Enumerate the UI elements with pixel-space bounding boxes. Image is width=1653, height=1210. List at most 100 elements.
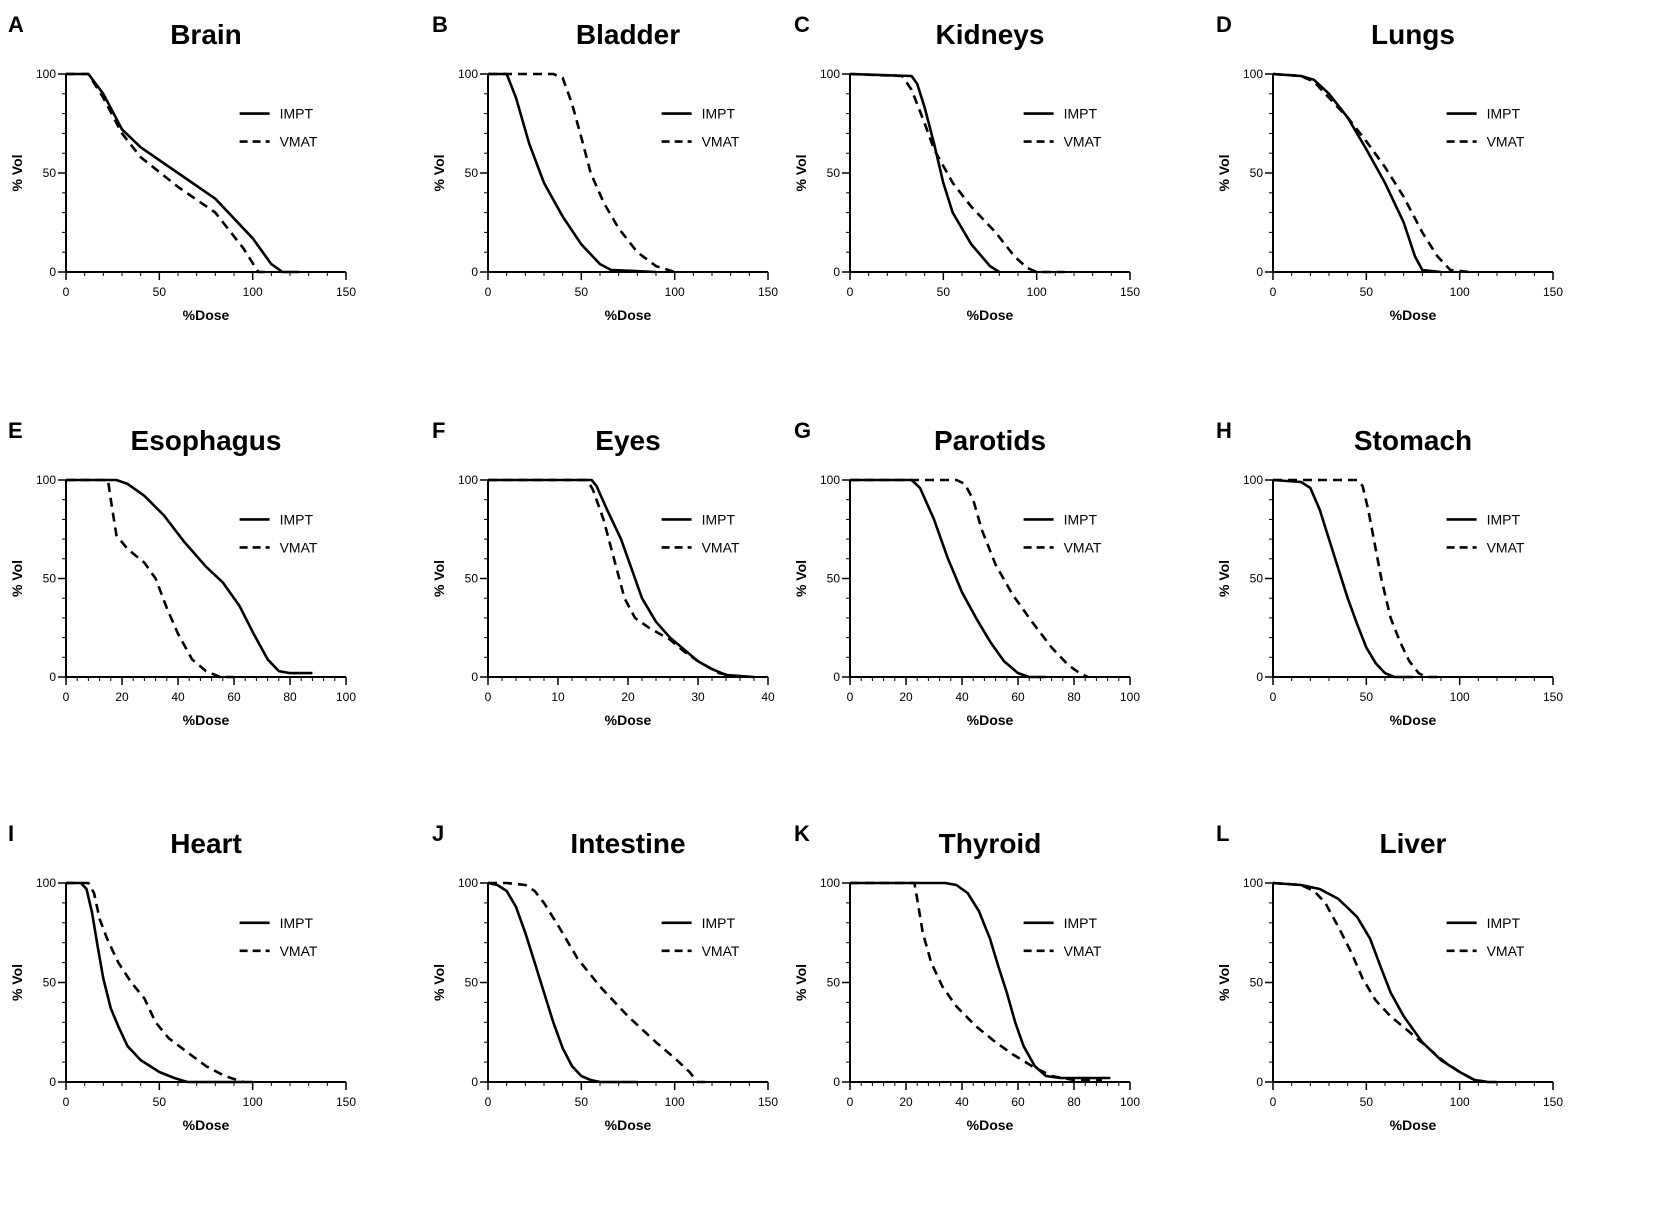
series-line-impt xyxy=(1272,881,1497,1084)
chart-panel-b: B Bladder 0 50 100 150 0 50 100 %Dose % Vol IMPT VMA… xyxy=(431,12,778,323)
x-tick-label: 60 xyxy=(1011,1095,1025,1109)
legend-label-impt: IMPT xyxy=(702,106,736,122)
x-tick-label: 20 xyxy=(899,690,913,704)
panel-letter: G xyxy=(794,418,811,443)
legend-label-impt: IMPT xyxy=(280,915,314,931)
x-tick-label: 50 xyxy=(575,285,589,299)
legend-label-vmat: VMAT xyxy=(1064,539,1102,555)
y-tick-label: 50 xyxy=(465,166,479,180)
x-tick-label: 20 xyxy=(621,690,635,704)
x-tick-label: 0 xyxy=(485,690,492,704)
panel-letter: B xyxy=(432,12,448,37)
x-axis-label: %Dose xyxy=(605,1117,652,1133)
x-tick-label: 150 xyxy=(758,1095,778,1109)
y-axis-label: % Vol xyxy=(9,964,25,1001)
x-tick-label: 0 xyxy=(847,1095,854,1109)
y-tick-label: 0 xyxy=(49,1075,56,1089)
legend-label-vmat: VMAT xyxy=(1487,943,1525,959)
legend-label-vmat: VMAT xyxy=(1487,134,1525,150)
x-tick-label: 0 xyxy=(63,1095,70,1109)
x-tick-label: 80 xyxy=(1067,690,1081,704)
chart-panel-j: J Intestine 0 50 100 150 0 50 100 %Dose % Vol IMPT V… xyxy=(431,821,778,1133)
series-line-impt xyxy=(1272,478,1413,679)
chart-title: Bladder xyxy=(576,19,680,50)
y-tick-label: 50 xyxy=(465,572,479,586)
y-tick-label: 0 xyxy=(49,670,56,684)
legend-label-vmat: VMAT xyxy=(702,134,740,150)
y-axis-label: % Vol xyxy=(793,560,809,597)
y-axis-label: % Vol xyxy=(9,154,25,191)
x-tick-label: 0 xyxy=(63,285,70,299)
x-tick-label: 0 xyxy=(847,285,854,299)
x-tick-label: 60 xyxy=(1011,690,1025,704)
y-axis-label: % Vol xyxy=(431,154,447,191)
chart-panel-i: I Heart 0 50 100 150 0 50 100 %Dose % Vol IMPT VMAT xyxy=(8,821,356,1133)
x-tick-label: 100 xyxy=(1450,1095,1470,1109)
y-tick-label: 0 xyxy=(1256,265,1263,279)
y-tick-label: 50 xyxy=(43,166,57,180)
series-line-impt xyxy=(850,478,1046,679)
chart-title: Eyes xyxy=(595,425,660,456)
y-tick-label: 0 xyxy=(1256,1075,1263,1089)
x-tick-label: 50 xyxy=(1360,690,1374,704)
x-tick-label: 100 xyxy=(1120,1095,1140,1109)
x-tick-label: 50 xyxy=(1360,285,1374,299)
y-tick-label: 0 xyxy=(833,670,840,684)
legend-label-impt: IMPT xyxy=(1064,915,1098,931)
chart-panel-g: G Parotids 0 20 40 60 80 100 0 50 100 %Dose % Vol IMP… xyxy=(793,418,1140,728)
x-tick-label: 80 xyxy=(283,690,297,704)
x-axis-label: %Dose xyxy=(967,1117,1014,1133)
legend-label-vmat: VMAT xyxy=(1064,134,1102,150)
legend-label-vmat: VMAT xyxy=(280,943,318,959)
chart-title: Heart xyxy=(170,828,242,859)
chart-title: Stomach xyxy=(1354,425,1472,456)
x-tick-label: 80 xyxy=(1067,1095,1081,1109)
legend-label-vmat: VMAT xyxy=(1487,539,1525,555)
x-tick-label: 0 xyxy=(485,285,492,299)
x-tick-label: 10 xyxy=(551,690,565,704)
x-tick-label: 150 xyxy=(336,285,356,299)
y-tick-label: 0 xyxy=(471,670,478,684)
legend-label-impt: IMPT xyxy=(1064,106,1098,122)
x-tick-label: 0 xyxy=(63,690,70,704)
chart-title: Parotids xyxy=(934,425,1046,456)
chart-title: Brain xyxy=(170,19,242,50)
legend-label-impt: IMPT xyxy=(1064,511,1098,527)
x-tick-label: 150 xyxy=(1543,1095,1563,1109)
legend-label-vmat: VMAT xyxy=(702,943,740,959)
y-axis-label: % Vol xyxy=(793,154,809,191)
chart-title: Intestine xyxy=(570,828,685,859)
y-tick-label: 100 xyxy=(1243,67,1263,81)
panel-letter: E xyxy=(8,418,23,443)
panel-letter: H xyxy=(1216,418,1232,443)
series-line-vmat xyxy=(488,881,709,1084)
chart-panel-l: L Liver 0 50 100 150 0 50 100 %Dose % Vol IMPT VMAT xyxy=(1216,821,1563,1133)
x-tick-label: 150 xyxy=(758,285,778,299)
chart-title: Thyroid xyxy=(939,828,1042,859)
panel-letter: A xyxy=(8,12,24,37)
x-tick-label: 50 xyxy=(153,1095,167,1109)
chart-title: Liver xyxy=(1380,828,1447,859)
x-axis-label: %Dose xyxy=(183,712,230,728)
x-tick-label: 100 xyxy=(665,1095,685,1109)
y-tick-label: 100 xyxy=(1243,876,1263,890)
legend-label-impt: IMPT xyxy=(1487,915,1521,931)
y-tick-label: 100 xyxy=(458,473,478,487)
legend-label-vmat: VMAT xyxy=(280,539,318,555)
x-tick-label: 150 xyxy=(336,1095,356,1109)
x-tick-label: 100 xyxy=(1450,285,1470,299)
legend-label-vmat: VMAT xyxy=(280,134,318,150)
y-axis-label: % Vol xyxy=(793,964,809,1001)
y-tick-label: 0 xyxy=(1256,670,1263,684)
series-line-impt xyxy=(849,72,1000,274)
x-tick-label: 20 xyxy=(899,1095,913,1109)
y-tick-label: 0 xyxy=(49,265,56,279)
y-tick-label: 50 xyxy=(465,976,479,990)
series-line-vmat xyxy=(66,881,244,1084)
series-line-vmat xyxy=(849,72,1065,274)
chart-title: Kidneys xyxy=(936,19,1045,50)
y-axis-label: % Vol xyxy=(1216,560,1232,597)
x-tick-label: 20 xyxy=(115,690,129,704)
x-tick-label: 100 xyxy=(243,285,263,299)
